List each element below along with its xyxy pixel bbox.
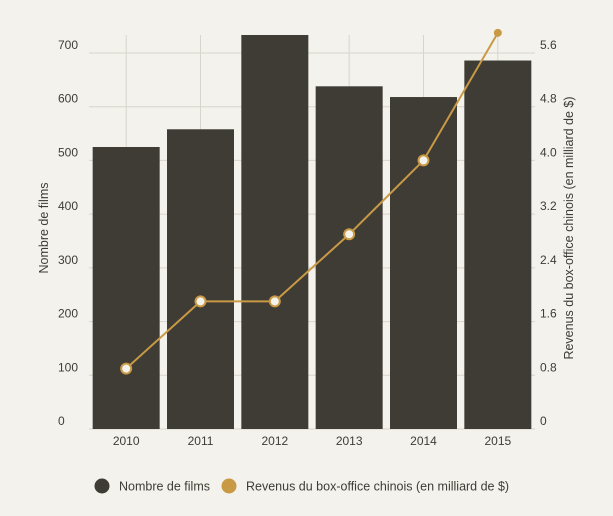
x-tick-label: 2014 (410, 434, 437, 448)
bar-2014 (390, 97, 457, 429)
right-tick-label: 4.8 (540, 92, 557, 106)
right-tick-label: 0 (540, 414, 547, 428)
bar-series (92, 35, 532, 430)
bar-2015 (464, 60, 532, 430)
revenue-point-2015 (493, 28, 502, 37)
left-tick-label: 500 (58, 145, 78, 159)
left-tick-label: 300 (58, 253, 78, 267)
right-axis-ticks: 0 0.8 1.6 2.4 3.2 4.0 4.8 5.6 (540, 38, 557, 428)
x-tick-label: 2013 (336, 434, 363, 448)
left-tick-label: 400 (58, 199, 78, 213)
right-tick-label: 4.0 (540, 145, 557, 159)
right-tick-label: 0.8 (540, 360, 557, 374)
x-tick-label: 2012 (261, 434, 288, 448)
left-tick-label: 100 (58, 360, 78, 374)
revenue-point-2010 (120, 362, 133, 375)
revenue-point-2012 (268, 295, 281, 308)
right-tick-label: 5.6 (540, 38, 557, 52)
bar-2011 (167, 129, 234, 429)
bar-2013 (315, 86, 383, 429)
legend-label-films: Nombre de films (119, 480, 210, 494)
revenue-point-2014 (417, 154, 430, 167)
bar-2012 (241, 35, 309, 429)
left-tick-label: 0 (58, 414, 65, 428)
right-tick-label: 2.4 (540, 253, 557, 267)
revenue-point-2013 (343, 228, 356, 241)
x-tick-label: 2011 (188, 434, 214, 448)
left-axis-ticks: 0 100 200 300 400 500 600 700 (58, 38, 78, 428)
line-series (120, 28, 502, 375)
legend-swatch-films (94, 478, 110, 494)
x-axis-ticks: 2010 2011 2012 2013 2014 2015 (113, 434, 512, 448)
x-tick-label: 2010 (113, 434, 140, 448)
right-tick-label: 1.6 (540, 307, 557, 321)
right-axis-title: Revenus du box-office chinois (en millia… (562, 96, 576, 359)
bar-2010 (92, 147, 160, 429)
left-tick-label: 700 (58, 38, 78, 52)
legend-label-revenue: Revenus du box-office chinois (en millia… (246, 480, 509, 494)
left-tick-label: 600 (58, 92, 78, 106)
left-axis-title: Nombre de films (37, 183, 51, 274)
legend-swatch-revenue (221, 478, 237, 494)
legend: Nombre de films Revenus du box-office ch… (94, 478, 509, 494)
revenue-line (125, 32, 499, 370)
x-tick-label: 2015 (484, 434, 511, 448)
revenue-point-2011 (194, 295, 207, 308)
left-tick-label: 200 (58, 307, 78, 321)
right-tick-label: 3.2 (540, 199, 557, 213)
